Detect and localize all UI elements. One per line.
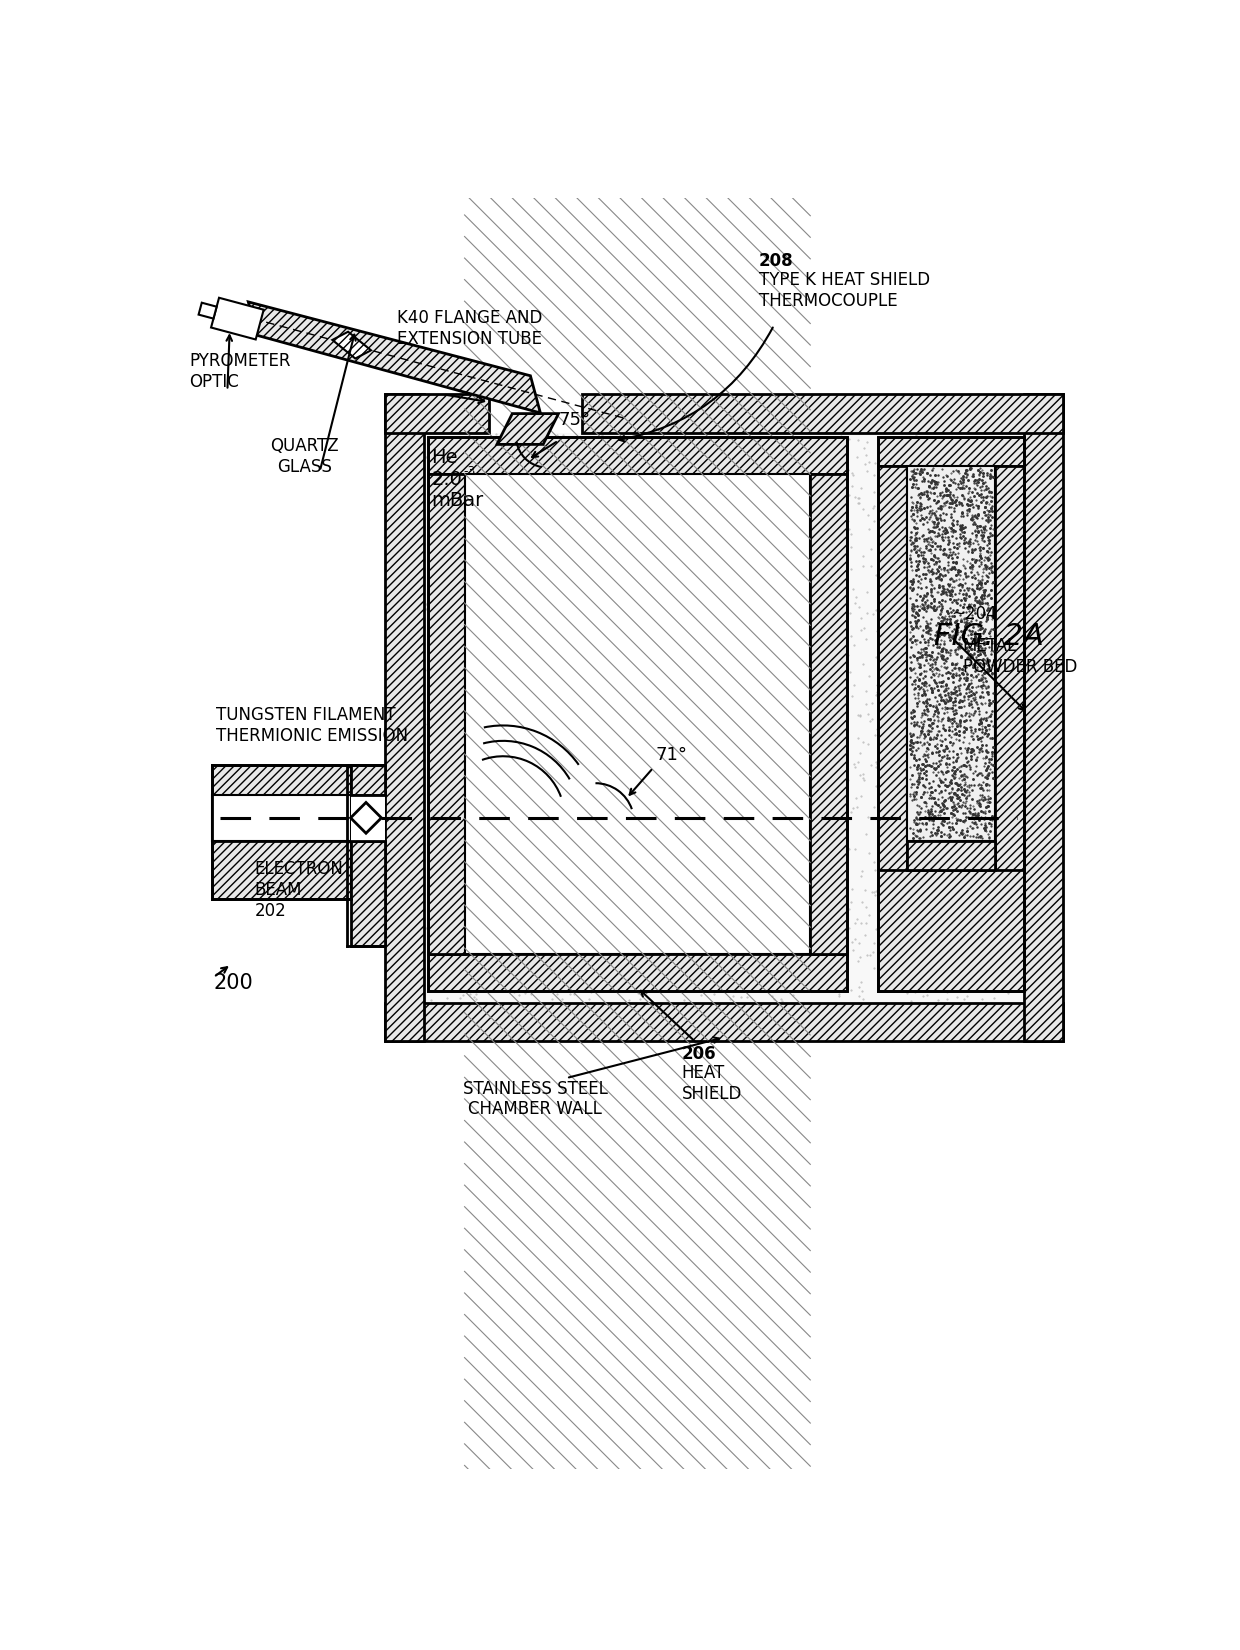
- Text: mBar: mBar: [432, 492, 484, 510]
- Polygon shape: [878, 465, 908, 992]
- Text: QUARTZ
GLASS: QUARTZ GLASS: [270, 437, 339, 475]
- Polygon shape: [212, 766, 351, 795]
- Text: 2.0: 2.0: [432, 470, 463, 488]
- Polygon shape: [428, 474, 465, 954]
- Polygon shape: [332, 332, 371, 358]
- Text: -3: -3: [464, 465, 476, 478]
- Text: 71°: 71°: [656, 746, 687, 764]
- Polygon shape: [212, 842, 351, 899]
- Bar: [465, 474, 810, 954]
- Polygon shape: [810, 474, 847, 954]
- Text: PYROMETER
OPTIC: PYROMETER OPTIC: [188, 351, 290, 391]
- Text: FIG. 2A: FIG. 2A: [934, 622, 1044, 652]
- Text: HEAT
SHIELD: HEAT SHIELD: [682, 1064, 742, 1104]
- Text: 75°: 75°: [558, 411, 590, 429]
- Polygon shape: [878, 870, 1024, 992]
- Text: 206: 206: [682, 1044, 717, 1063]
- Polygon shape: [351, 766, 386, 795]
- Bar: [424, 432, 1024, 1003]
- Polygon shape: [497, 414, 558, 444]
- Text: TUNGSTEN FILAMENT
THERMIONIC EMISSION: TUNGSTEN FILAMENT THERMIONIC EMISSION: [216, 706, 408, 744]
- Polygon shape: [908, 842, 994, 870]
- Text: ~204: ~204: [951, 606, 997, 622]
- Bar: [428, 437, 847, 992]
- Polygon shape: [1024, 394, 1063, 1041]
- Text: He: He: [432, 449, 458, 467]
- Polygon shape: [351, 802, 382, 833]
- Polygon shape: [198, 302, 217, 318]
- Polygon shape: [428, 437, 847, 474]
- Polygon shape: [211, 297, 264, 340]
- Polygon shape: [994, 465, 1024, 992]
- Text: 200: 200: [213, 974, 253, 993]
- Polygon shape: [878, 437, 1024, 465]
- Polygon shape: [351, 842, 386, 945]
- Bar: [351, 795, 386, 842]
- Bar: [212, 795, 351, 842]
- Text: K40 FLANGE AND
EXTENSION TUBE: K40 FLANGE AND EXTENSION TUBE: [397, 309, 542, 348]
- Text: STAINLESS STEEL
CHAMBER WALL: STAINLESS STEEL CHAMBER WALL: [463, 1079, 608, 1119]
- Polygon shape: [386, 394, 490, 432]
- Text: 208: 208: [759, 252, 794, 271]
- Polygon shape: [428, 954, 847, 992]
- Bar: [878, 437, 1024, 992]
- Polygon shape: [582, 394, 1063, 432]
- Bar: [347, 766, 386, 945]
- Text: ELECTRON
BEAM
202: ELECTRON BEAM 202: [254, 860, 343, 919]
- Polygon shape: [386, 1003, 1063, 1041]
- Text: TYPE K HEAT SHIELD
THERMOCOUPLE: TYPE K HEAT SHIELD THERMOCOUPLE: [759, 271, 930, 310]
- Bar: [908, 465, 994, 842]
- Polygon shape: [386, 394, 424, 1041]
- Text: METAL
POWDER BED: METAL POWDER BED: [962, 637, 1078, 676]
- Polygon shape: [248, 302, 541, 412]
